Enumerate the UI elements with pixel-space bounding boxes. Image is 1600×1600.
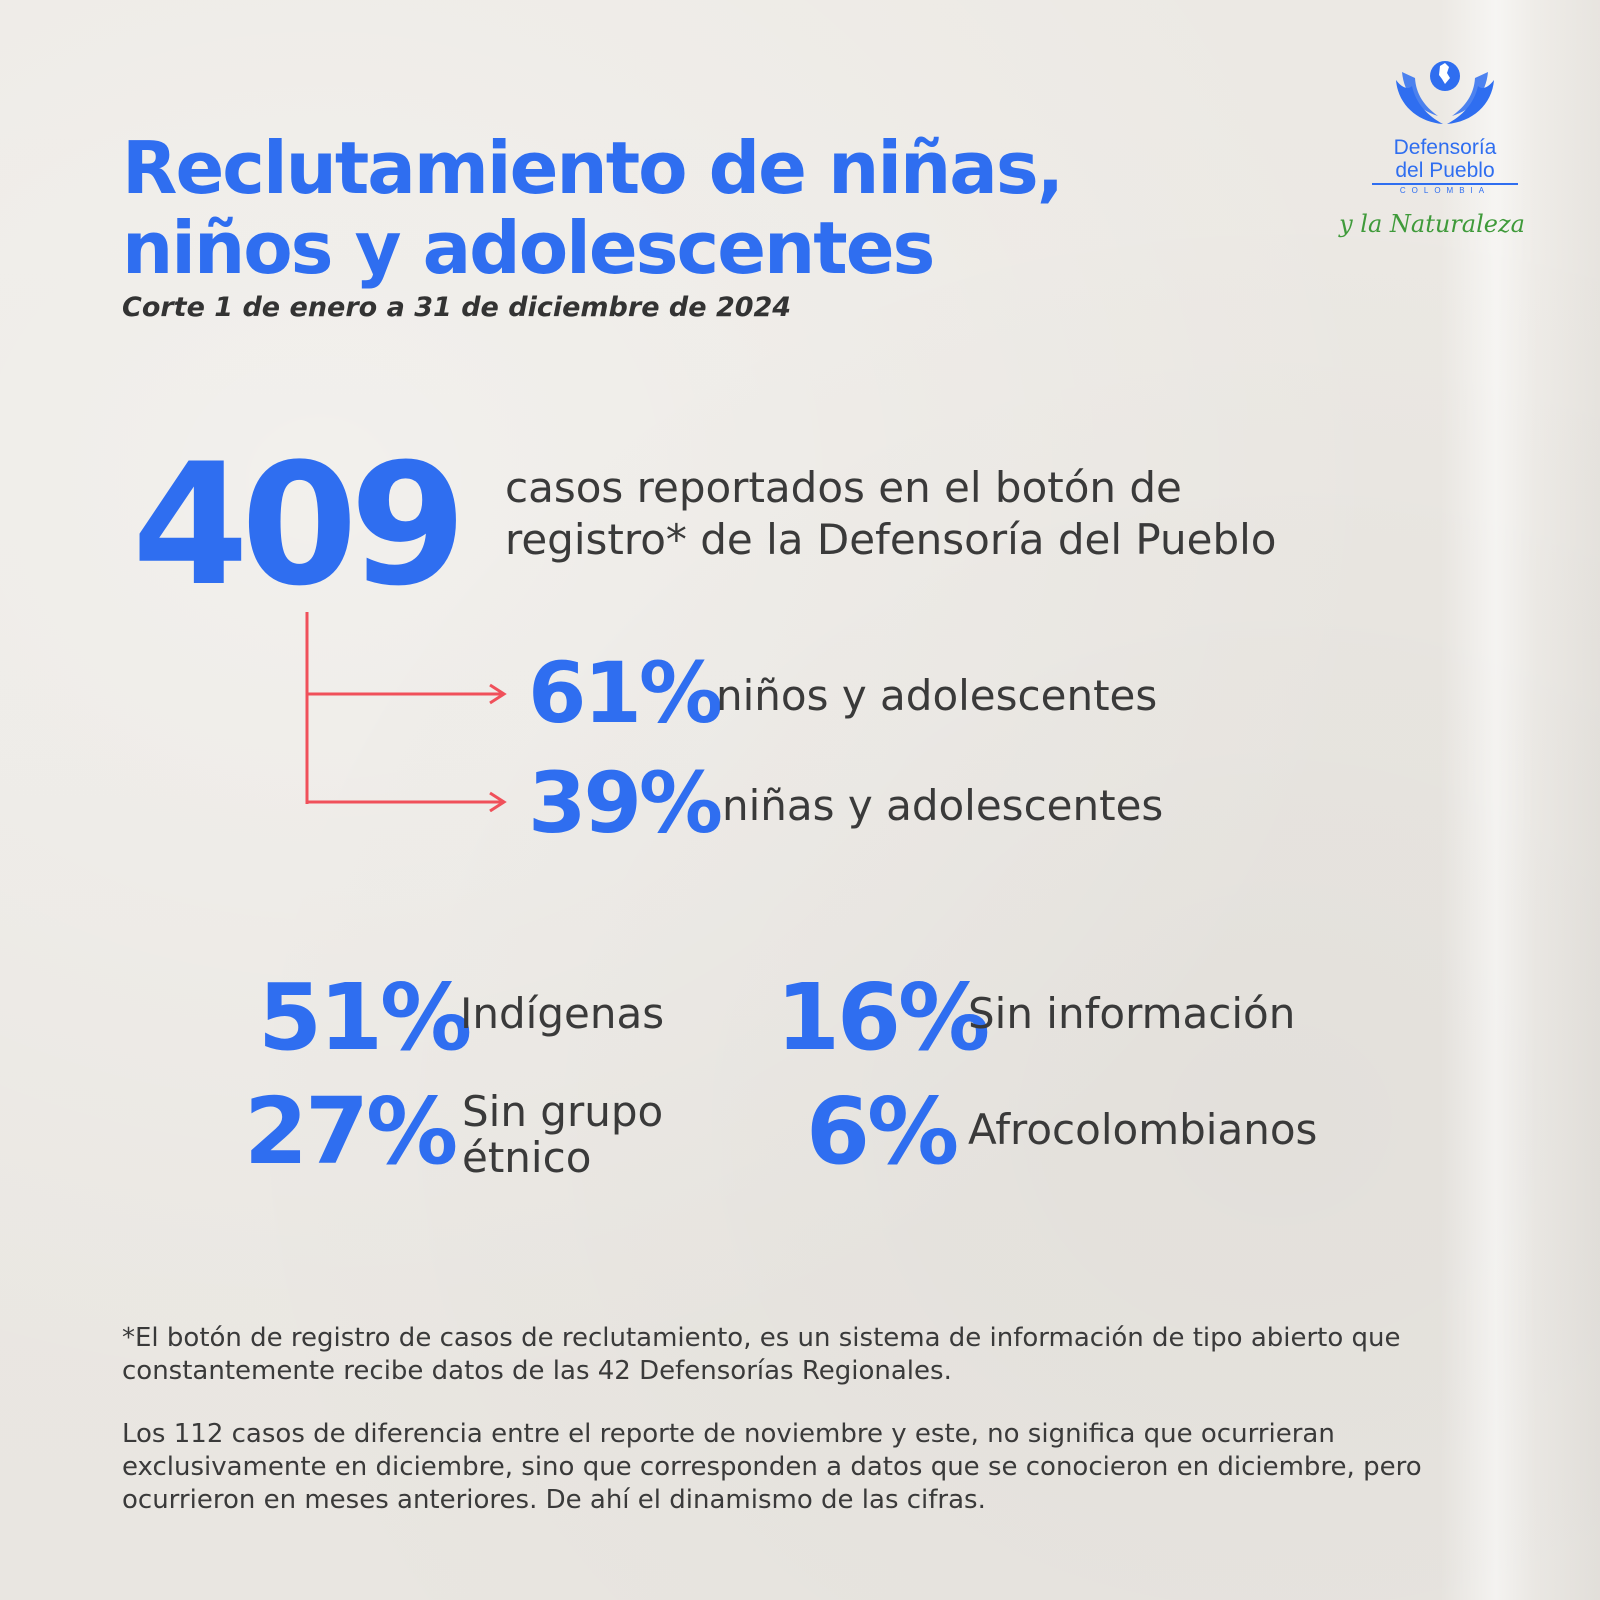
no-ethnic-group-percentage: 27%: [244, 1078, 458, 1185]
afrocolombian-label: Afrocolombianos: [968, 1105, 1318, 1154]
no-information-label: Sin información: [968, 989, 1296, 1038]
footnote-case-difference: Los 112 casos de diferencia entre el rep…: [122, 1419, 1422, 1515]
indigenous-label: Indígenas: [460, 989, 665, 1038]
logo-name: Defensoría del Pueblo: [1350, 136, 1540, 185]
logo-name-line-2: del Pueblo: [1372, 159, 1518, 185]
total-cases-description: casos reportados en el botón de registro…: [505, 462, 1405, 566]
no-ethnic-group-label-line-1: Sin grupo: [462, 1087, 664, 1136]
title-line-2: niños y adolescentes: [122, 206, 935, 290]
total-cases-number: 409: [132, 427, 467, 623]
afrocolombian-percentage: 6%: [806, 1078, 959, 1185]
page-title: Reclutamiento de niñas, niños y adolesce…: [122, 128, 1272, 288]
boys-label: niños y adolescentes: [716, 671, 1158, 720]
footnote-registry-system: *El botón de registro de casos de reclut…: [122, 1323, 1401, 1386]
girls-percentage: 39%: [528, 754, 723, 852]
logo-tagline: y la Naturaleza: [1339, 210, 1525, 238]
no-information-percentage: 16%: [776, 964, 990, 1071]
boys-percentage: 61%: [528, 644, 723, 742]
logo-name-line-1: Defensoría: [1393, 136, 1497, 159]
date-range-subtitle: Corte 1 de enero a 31 de diciembre de 20…: [122, 292, 792, 323]
dove-hands-icon: [1396, 61, 1494, 124]
title-line-1: Reclutamiento de niñas,: [122, 126, 1064, 210]
no-ethnic-group-label-line-2: étnico: [462, 1133, 592, 1182]
indigenous-percentage: 51%: [258, 964, 472, 1071]
girls-label: niñas y adolescentes: [722, 781, 1164, 830]
arrow-head-boys: [489, 683, 507, 705]
arrow-head-girls: [489, 791, 507, 812]
total-desc-line-1: casos reportados en el botón de: [505, 463, 1182, 512]
defensoria-logo: Defensoría del Pueblo COLOMBIA y la Natu…: [1339, 50, 1540, 250]
paper-crease: [1440, 0, 1600, 1600]
logo-country: COLOMBIA: [1399, 186, 1491, 195]
total-desc-line-2: registro* de la Defensoría del Pueblo: [505, 515, 1277, 564]
branch-arrows: [305, 612, 507, 812]
